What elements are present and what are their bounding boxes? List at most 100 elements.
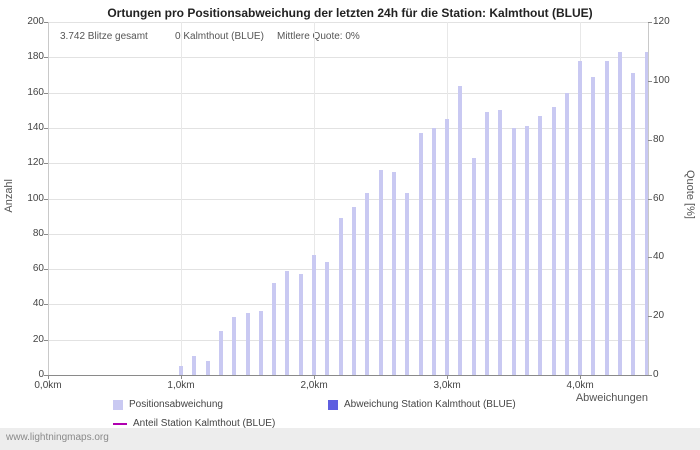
x-tick-label: 3,0km <box>433 380 461 391</box>
bar <box>298 274 303 375</box>
y-tick-label-right: 20 <box>653 310 665 322</box>
bar <box>192 355 197 375</box>
bar <box>338 217 343 375</box>
y-tick-mark-left <box>44 22 48 23</box>
x-axis-label: Abweichungen <box>575 392 648 404</box>
bar <box>631 73 636 375</box>
y-tick-mark-left <box>44 163 48 165</box>
mean-quote-label: Mittlere Quote: 0% <box>277 31 360 42</box>
y-tick-mark-left <box>44 198 48 200</box>
y-tick-mark-right <box>648 80 652 82</box>
legend-square-icon <box>113 399 123 410</box>
station-count-label: 0 Kalmthout (BLUE) <box>175 31 264 42</box>
x-tick-mark <box>314 375 316 379</box>
y-tick-label-left: 140 <box>27 121 44 133</box>
bar <box>325 262 330 375</box>
y-gridline <box>48 127 648 129</box>
y-gridline <box>48 163 648 165</box>
x-gridline <box>314 22 316 375</box>
legend-line-icon <box>113 422 127 425</box>
y-tick-mark-left <box>44 269 48 271</box>
y-tick-label-right: 100 <box>653 74 670 86</box>
y-tick-label-left: 20 <box>32 333 44 345</box>
bar <box>365 193 370 375</box>
bar <box>351 207 356 375</box>
y-tick-mark-right <box>648 257 652 259</box>
bar <box>258 311 263 375</box>
bar <box>578 60 583 375</box>
bar <box>378 170 383 375</box>
y-tick-label-left: 0 <box>38 369 44 380</box>
y-tick-mark-left <box>44 92 48 94</box>
bar <box>511 127 516 375</box>
y-tick-mark-left <box>44 375 48 376</box>
x-tick-mark <box>580 375 582 379</box>
watermark-link[interactable]: www.lightningmaps.org <box>6 432 109 443</box>
y-gridline <box>48 57 648 59</box>
total-flashes-label: 3.742 Blitze gesamt <box>60 31 148 42</box>
x-tick-label: 0,0km <box>34 380 62 391</box>
y-tick-mark-right <box>648 198 652 200</box>
chart-title: Ortungen pro Positionsabweichung der let… <box>107 6 593 20</box>
y-gridline <box>48 304 648 306</box>
y-tick-mark-left <box>44 304 48 306</box>
bar <box>418 133 423 375</box>
x-tick-label: 1,0km <box>167 380 195 391</box>
y-tick-label-left: 40 <box>32 298 44 310</box>
x-tick-mark <box>447 375 449 379</box>
y-tick-mark-left <box>44 339 48 341</box>
legend-label: Anteil Station Kalmthout (BLUE) <box>133 418 276 429</box>
bar <box>644 52 649 375</box>
legend-square-icon <box>328 399 338 410</box>
bar <box>498 110 503 375</box>
x-gridline <box>181 22 183 375</box>
y-tick-mark-right <box>648 139 652 141</box>
bar <box>391 172 396 375</box>
y-tick-mark-right <box>648 316 652 318</box>
bar <box>245 313 250 375</box>
x-tick-mark <box>48 375 49 379</box>
legend-item-anteil-station: Anteil Station Kalmthout (BLUE) <box>113 418 275 429</box>
y-tick-mark-right <box>648 375 652 376</box>
y-tick-mark-right <box>648 22 652 23</box>
x-axis-line <box>48 375 649 376</box>
y-gridline <box>48 269 648 271</box>
y-tick-label-left: 60 <box>32 263 44 275</box>
bar <box>445 119 450 375</box>
bar <box>431 127 436 375</box>
legend-item-positionsabweichung: Positionsabweichung <box>113 399 223 410</box>
x-tick-label: 2,0km <box>300 380 328 391</box>
bar <box>205 360 210 375</box>
bar <box>524 126 529 375</box>
bar <box>471 157 476 375</box>
y-tick-label-left: 80 <box>32 227 44 239</box>
y-tick-mark-left <box>44 233 48 235</box>
y-gridline <box>48 198 648 200</box>
bar <box>272 283 277 375</box>
y-tick-label-right: 40 <box>653 251 665 263</box>
bar <box>232 316 237 375</box>
y-tick-label-left: 200 <box>27 16 44 27</box>
y-gridline <box>48 339 648 341</box>
y-tick-label-right: 60 <box>653 192 665 204</box>
legend-item-abweichung-station: Abweichung Station Kalmthout (BLUE) <box>328 399 516 410</box>
y-gridline <box>48 92 648 94</box>
bar <box>485 112 490 375</box>
y-tick-label-left: 180 <box>27 51 44 63</box>
bar <box>604 60 609 375</box>
y-tick-label-right: 0 <box>653 369 659 380</box>
bar <box>405 193 410 375</box>
y-tick-label-left: 100 <box>27 192 44 204</box>
bar <box>564 92 569 375</box>
footer-bar: www.lightningmaps.org <box>0 428 700 450</box>
y-tick-label-right: 80 <box>653 133 665 145</box>
y-tick-label-right: 120 <box>653 16 670 27</box>
y-tick-label-left: 160 <box>27 86 44 98</box>
bar <box>218 330 223 375</box>
plot-area <box>48 22 649 375</box>
y-axis-label-right: Quote [%] <box>684 170 696 219</box>
bar <box>179 366 184 375</box>
y-tick-label-left: 120 <box>27 157 44 169</box>
legend-label: Abweichung Station Kalmthout (BLUE) <box>344 399 516 410</box>
